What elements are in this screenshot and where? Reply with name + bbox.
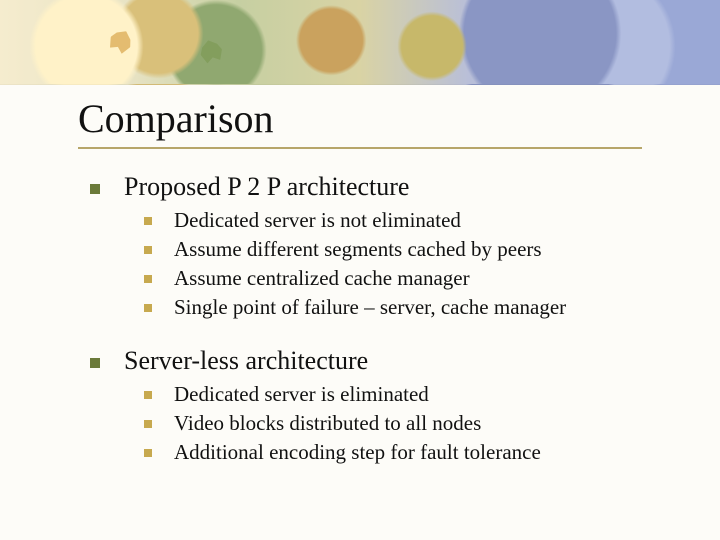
slide: Comparison Proposed P 2 P architecture D… <box>0 0 720 540</box>
square-bullet-icon <box>144 449 152 457</box>
list-item: Single point of failure – server, cache … <box>144 295 650 320</box>
list-item-text: Assume centralized cache manager <box>174 266 470 291</box>
square-bullet-icon <box>144 420 152 428</box>
square-bullet-icon <box>144 304 152 312</box>
section-2: Server-less architecture Dedicated serve… <box>90 346 650 465</box>
section-heading: Server-less architecture <box>90 346 650 376</box>
section-heading-text: Proposed P 2 P architecture <box>124 172 409 202</box>
section-heading: Proposed P 2 P architecture <box>90 172 650 202</box>
slide-title: Comparison <box>78 95 274 142</box>
decorative-banner <box>0 0 720 85</box>
slide-body: Proposed P 2 P architecture Dedicated se… <box>90 160 650 465</box>
section-items: Dedicated server is not eliminated Assum… <box>90 208 650 320</box>
square-bullet-icon <box>90 184 100 194</box>
list-item: Additional encoding step for fault toler… <box>144 440 650 465</box>
list-item-text: Dedicated server is eliminated <box>174 382 429 407</box>
list-item: Dedicated server is eliminated <box>144 382 650 407</box>
list-item-text: Dedicated server is not eliminated <box>174 208 461 233</box>
list-item-text: Assume different segments cached by peer… <box>174 237 542 262</box>
square-bullet-icon <box>144 391 152 399</box>
section-1: Proposed P 2 P architecture Dedicated se… <box>90 172 650 320</box>
section-items: Dedicated server is eliminated Video blo… <box>90 382 650 465</box>
list-item-text: Single point of failure – server, cache … <box>174 295 566 320</box>
square-bullet-icon <box>144 246 152 254</box>
list-item-text: Additional encoding step for fault toler… <box>174 440 541 465</box>
list-item: Assume different segments cached by peer… <box>144 237 650 262</box>
list-item-text: Video blocks distributed to all nodes <box>174 411 481 436</box>
square-bullet-icon <box>144 275 152 283</box>
list-item: Video blocks distributed to all nodes <box>144 411 650 436</box>
list-item: Assume centralized cache manager <box>144 266 650 291</box>
list-item: Dedicated server is not eliminated <box>144 208 650 233</box>
square-bullet-icon <box>90 358 100 368</box>
square-bullet-icon <box>144 217 152 225</box>
section-heading-text: Server-less architecture <box>124 346 368 376</box>
title-underline <box>78 147 642 149</box>
